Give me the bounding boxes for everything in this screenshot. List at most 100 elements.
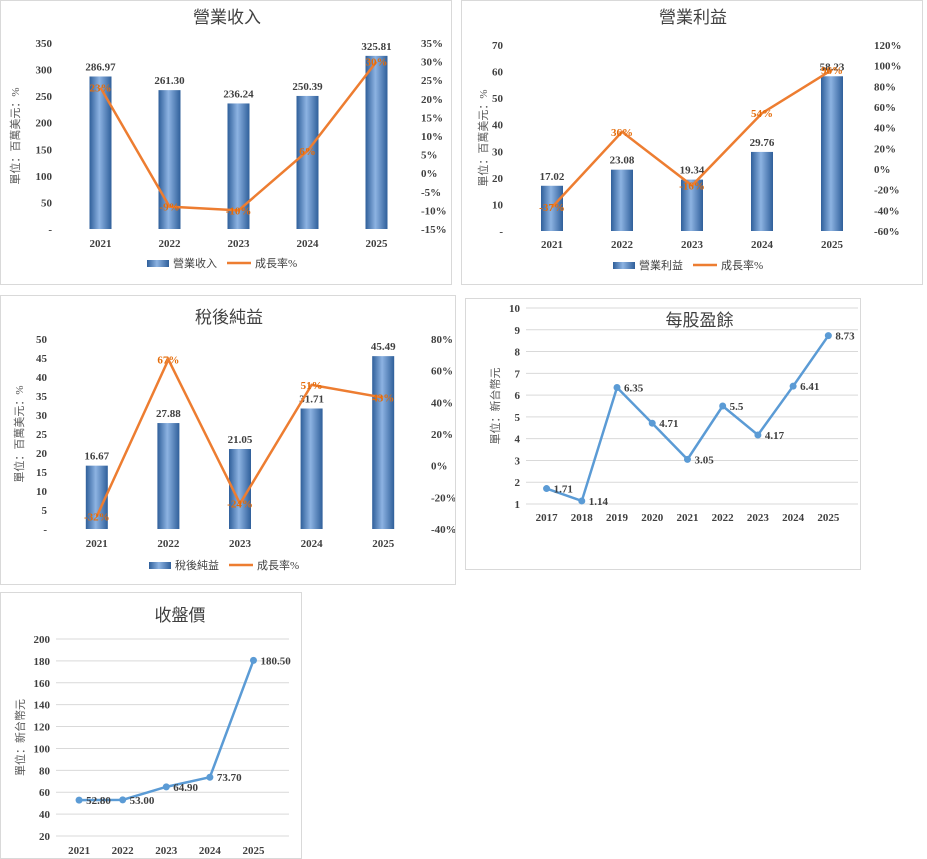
y2-axis-tick-label: 100% <box>874 61 902 73</box>
bar <box>85 465 108 529</box>
data-point <box>719 402 727 410</box>
y-axis-tick-label: 60 <box>492 67 504 79</box>
bar-value-label: 23.08 <box>610 155 635 167</box>
legend-bar-swatch <box>149 562 171 569</box>
bar <box>89 76 112 229</box>
y2-axis-tick-label: 35% <box>421 38 443 50</box>
data-point <box>162 783 170 791</box>
bar-value-label: 286.97 <box>85 61 116 73</box>
x-axis-tick-label: 2024 <box>297 238 320 250</box>
chart-title: 稅後純益 <box>195 308 263 327</box>
growth-rate-label: -37% <box>539 202 565 214</box>
data-point <box>824 332 832 340</box>
y-axis-tick-label: 25 <box>36 429 48 441</box>
data-label: 52.80 <box>86 795 111 807</box>
y2-axis-tick-label: -15% <box>421 224 447 236</box>
x-axis-tick-label: 2025 <box>366 238 389 250</box>
data-label: 4.71 <box>659 418 678 430</box>
data-point <box>789 382 797 390</box>
x-axis-tick-label: 2021 <box>676 512 698 524</box>
y-axis-tick-label: 15 <box>36 467 48 479</box>
legend-bar-swatch <box>147 260 169 267</box>
x-axis-tick-label: 2022 <box>159 238 182 250</box>
y2-axis-tick-label: 20% <box>431 429 453 441</box>
bar <box>611 169 633 231</box>
x-axis-tick-label: 2021 <box>68 845 90 857</box>
y-axis-tick-label: 1 <box>515 499 521 511</box>
y-axis-tick-label: 20 <box>492 173 504 185</box>
x-axis-tick-label: 2022 <box>712 512 735 524</box>
bar-value-label: 19.34 <box>680 165 705 177</box>
y-axis-tick-label: 250 <box>36 91 53 103</box>
data-point <box>206 773 214 781</box>
bar <box>751 151 773 231</box>
growth-rate-label: 67% <box>157 355 179 367</box>
y-axis-label: 單位：百萬美元：% <box>476 89 490 186</box>
data-point <box>754 431 762 439</box>
growth-rate-label: -24% <box>227 499 253 511</box>
y2-axis-tick-label: 30% <box>421 57 443 69</box>
bar <box>300 408 323 529</box>
y2-axis-tick-label: 0% <box>874 164 891 176</box>
y-axis-tick-label: 8 <box>515 347 521 359</box>
legend-growth-label: 成長率% <box>721 258 763 272</box>
y2-axis-tick-label: 80% <box>431 334 453 346</box>
bar-value-label: 16.67 <box>84 451 109 463</box>
x-axis-tick-label: 2024 <box>301 538 324 550</box>
x-axis-tick-label: 2017 <box>536 512 559 524</box>
y-axis-tick-label: 40 <box>492 120 504 132</box>
y-axis-tick-label: 5 <box>42 505 48 517</box>
net-income-chart: 稅後純益單位：百萬美元：%5045403530252015105-80%60%4… <box>12 308 455 572</box>
data-point <box>75 796 83 804</box>
growth-rate-label: 30% <box>366 57 388 69</box>
y-axis-label: 單位：新台幣元 <box>488 368 502 445</box>
net-income-chart-panel: 稅後純益 單位：百萬美元：% 50 45 40 35 30 25 20 15 10 5-80% 60% 4… <box>0 295 456 585</box>
data-point <box>543 485 551 493</box>
x-axis-tick-label: 2023 <box>229 538 252 550</box>
data-label: 6.41 <box>800 381 819 393</box>
bar-value-label: 29.76 <box>750 137 775 149</box>
x-axis-tick-label: 2024 <box>199 845 222 857</box>
chart-title: 每股盈餘 <box>666 311 734 330</box>
growth-rate-label: 6% <box>299 146 316 158</box>
x-axis-tick-label: 2019 <box>606 512 629 524</box>
bar <box>229 449 251 529</box>
y-axis-tick-label: 50 <box>41 197 53 209</box>
growth-rate-label: 54% <box>751 108 773 120</box>
data-label: 5.5 <box>730 401 744 413</box>
bar <box>157 423 180 529</box>
growth-rate-label: -9% <box>159 202 179 214</box>
y-axis-tick-label: 2 <box>515 477 521 489</box>
y-axis-tick-label: 350 <box>36 38 53 50</box>
y-axis-tick-label: 70 <box>492 40 504 52</box>
y-axis-tick-label: 5 <box>515 412 521 424</box>
data-label: 1.71 <box>554 484 573 496</box>
y2-axis-tick-label: -10% <box>421 205 447 217</box>
y-axis-tick-label: 100 <box>36 171 53 183</box>
growth-rate-label: 51% <box>301 380 323 392</box>
y2-axis-tick-label: 25% <box>421 75 443 87</box>
growth-rate-label: -16% <box>679 181 705 193</box>
y-axis-tick-label: 35 <box>36 391 48 403</box>
bar-value-label: 236.24 <box>223 88 254 100</box>
x-axis-tick-label: 2023 <box>681 239 704 251</box>
x-axis-tick-label: 2023 <box>747 512 770 524</box>
y-axis-tick-label: 80 <box>39 765 51 777</box>
bar-value-label: 21.05 <box>228 434 253 446</box>
data-point <box>648 419 656 427</box>
y-axis-tick-label: 6 <box>515 390 521 402</box>
x-axis-tick-label: 2025 <box>242 845 265 857</box>
series-line <box>546 334 830 503</box>
y-axis-tick-label: 140 <box>34 700 51 712</box>
operating-profit-chart: 營業利益單位：百萬美元：%70605040302010-120%100%80%6… <box>476 8 902 272</box>
y2-axis-tick-label: -60% <box>874 226 900 238</box>
bar <box>296 95 319 229</box>
y2-axis-tick-label: 15% <box>421 112 443 124</box>
x-axis-tick-label: 2023 <box>228 238 251 250</box>
y-axis-tick-label: 60 <box>39 787 51 799</box>
y-axis-tick-label: 180 <box>34 656 51 668</box>
y-axis-tick-label: 40 <box>36 372 48 384</box>
y-axis-tick-label: 200 <box>36 118 53 130</box>
y-axis-tick-label: 160 <box>34 678 51 690</box>
growth-rate-line <box>99 60 378 212</box>
